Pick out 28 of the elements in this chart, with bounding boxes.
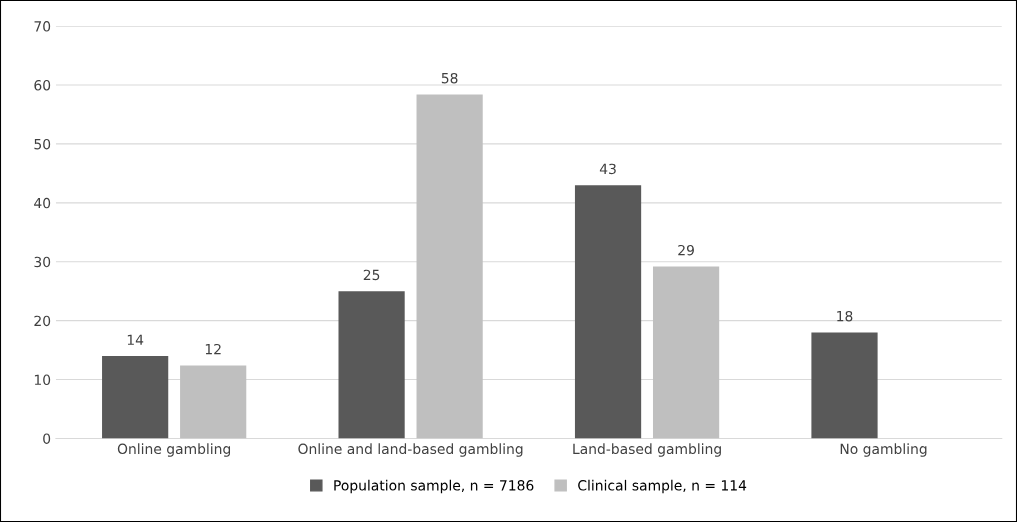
legend-label: Population sample, n = 7186 bbox=[334, 479, 534, 494]
bar bbox=[574, 185, 642, 439]
data-label: 25 bbox=[363, 269, 380, 281]
y-tick-label: 70 bbox=[34, 21, 51, 32]
data-label: 58 bbox=[441, 72, 458, 84]
bar bbox=[416, 94, 483, 439]
x-tick-label: Online and land-based gambling bbox=[298, 443, 523, 457]
data-label: 29 bbox=[678, 244, 694, 256]
y-tick-label: 0 bbox=[43, 433, 51, 444]
bar bbox=[338, 291, 405, 439]
x-tick-label: Land-based gambling bbox=[573, 443, 721, 457]
y-tick-label: 50 bbox=[34, 138, 51, 150]
data-label: 43 bbox=[599, 163, 616, 175]
y-tick-label: 10 bbox=[34, 374, 51, 386]
x-tick-label: No gambling bbox=[840, 443, 927, 457]
y-tick-label: 60 bbox=[34, 79, 51, 91]
x-tick-label: Online gambling bbox=[117, 443, 231, 457]
y-tick-label: 30 bbox=[34, 256, 51, 268]
bar bbox=[652, 266, 720, 439]
bar bbox=[811, 332, 878, 439]
data-label: 12 bbox=[205, 343, 221, 355]
bar bbox=[180, 365, 247, 439]
data-label: 18 bbox=[837, 310, 853, 322]
y-tick-label: 40 bbox=[34, 197, 51, 209]
bar bbox=[102, 356, 169, 439]
legend-label: Clinical sample, n = 114 bbox=[578, 479, 747, 494]
y-tick-label: 20 bbox=[34, 315, 51, 327]
data-label: 14 bbox=[127, 334, 144, 345]
